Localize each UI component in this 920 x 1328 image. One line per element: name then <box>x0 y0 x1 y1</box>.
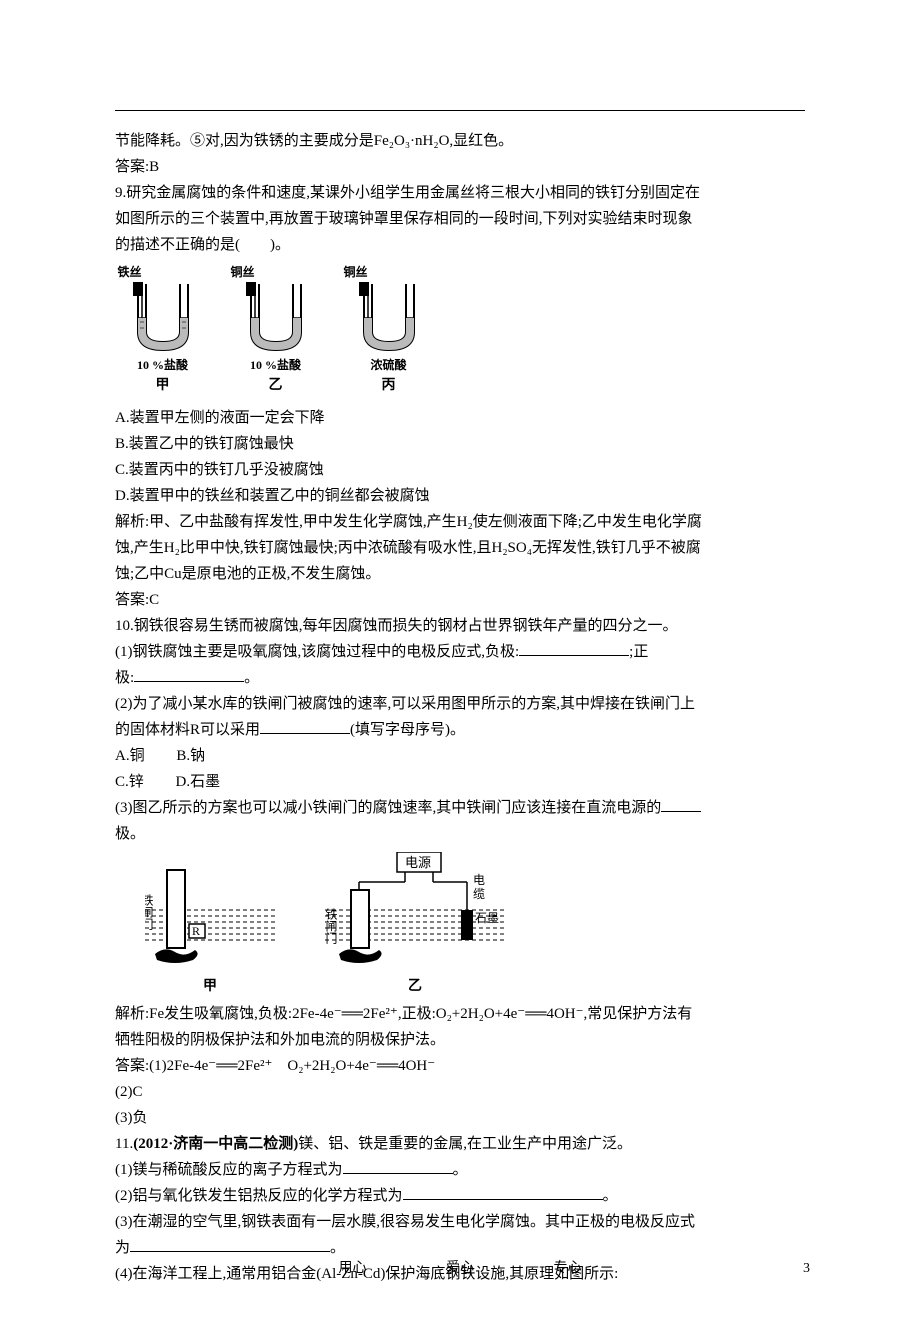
wire-label: 铁丝 <box>118 263 142 282</box>
u-tube-bing: 铜丝 浓硫酸 丙 <box>341 263 436 398</box>
text: (3)图乙所示的方案也可以减小铁闸门的腐蚀速率,其中铁闸门应该连接在直流电源的 <box>115 800 661 816</box>
text: 极: <box>115 670 134 686</box>
fill-blank <box>134 666 244 682</box>
liquid-label: 10 %盐酸 <box>137 356 188 375</box>
u-tube-svg <box>118 282 208 354</box>
fill-blank <box>260 718 350 734</box>
opt: D.石墨 <box>176 770 221 794</box>
opt: C.锌 <box>115 770 144 794</box>
text: 。 <box>330 1240 345 1256</box>
q9-explanation: 蚀;乙中Cu是原电池的正极,不发生腐蚀。 <box>115 562 805 586</box>
page: 节能降耗。⑤对,因为铁锈的主要成分是Fe₂O₃·nH₂O,显红色。 答案:B 9… <box>0 0 920 1328</box>
text: 。 <box>603 1188 618 1204</box>
opt: B.钠 <box>176 744 205 768</box>
q10-stem: 10.钢铁很容易生锈而被腐蚀,每年因腐蚀而损失的钢材占世界钢铁年产量的四分之一。 <box>115 614 805 638</box>
device-name: 甲 <box>156 375 170 397</box>
page-number: 3 <box>803 1258 810 1280</box>
text: (1)钢铁腐蚀主要是吸氧腐蚀,该腐蚀过程中的电极反应式,负极: <box>115 644 519 660</box>
q9-option: A.装置甲左侧的液面一定会下降 <box>115 406 805 430</box>
q10-part2b: 的固体材料R可以采用 (填写字母序号)。 <box>115 718 805 742</box>
footer-word: 用心 <box>339 1258 367 1280</box>
liquid-label: 浓硫酸 <box>370 356 406 375</box>
device-name: 丙 <box>382 375 396 397</box>
wire-label: 铜丝 <box>344 263 368 282</box>
text: (填写字母序号)。 <box>350 722 465 738</box>
q9-option: B.装置乙中的铁钉腐蚀最快 <box>115 432 805 456</box>
q11-part3b: 为。 <box>115 1236 805 1260</box>
text-line: 节能降耗。⑤对,因为铁锈的主要成分是Fe₂O₃·nH₂O,显红色。 <box>115 129 805 153</box>
q10-part2: (2)为了减小某水库的铁闸门被腐蚀的速率,可以采用图甲所示的方案,其中焊接在铁闸… <box>115 692 805 716</box>
q10-part1b: 极: 。 <box>115 666 805 690</box>
text: 。 <box>453 1162 468 1178</box>
text: 。 <box>244 670 259 686</box>
q10-options-row1: A.铜 B.钠 <box>115 744 805 768</box>
q10-answer: (2)C <box>115 1080 805 1104</box>
svg-text:铁闸门: 铁闸门 <box>145 893 154 929</box>
fill-blank <box>343 1158 453 1174</box>
answer-line: 答案:B <box>115 155 805 179</box>
svg-text:石墨: 石墨 <box>475 911 499 925</box>
q9-stem: 的描述不正确的是( )。 <box>115 233 805 257</box>
q10-options-row2: C.锌 D.石墨 <box>115 770 805 794</box>
svg-text:铁闸门: 铁闸门 <box>325 907 338 943</box>
q10-part1: (1)钢铁腐蚀主要是吸氧腐蚀,该腐蚀过程中的电极反应式,负极: ;正 <box>115 640 805 664</box>
bold-source: (2012·济南一中高二检测) <box>133 1136 298 1152</box>
fill-blank <box>661 796 701 812</box>
gate-name: 乙 <box>408 976 422 998</box>
text: ;正 <box>629 644 648 660</box>
q10-answer: (3)负 <box>115 1106 805 1130</box>
text: 为 <box>115 1240 130 1256</box>
u-tube-svg <box>344 282 434 354</box>
top-rule <box>115 110 805 111</box>
page-footer: 用心 爱心 专心 3 <box>0 1258 920 1280</box>
footer-word: 专心 <box>554 1258 582 1280</box>
r-label: R <box>192 924 200 938</box>
liquid-label: 10 %盐酸 <box>250 356 301 375</box>
svg-text:缆: 缆 <box>473 887 485 901</box>
q11-part1: (1)镁与稀硫酸反应的离子方程式为 。 <box>115 1158 805 1182</box>
q11-part3: (3)在潮湿的空气里,钢铁表面有一层水膜,很容易发生电化学腐蚀。其中正极的电极反… <box>115 1210 805 1234</box>
u-tube-diagram-row: 铁丝 10 %盐酸 甲 铜丝 <box>115 263 805 398</box>
q9-explanation: 解析:甲、乙中盐酸有挥发性,甲中发生化学腐蚀,产生H₂使左侧液面下降;乙中发生电… <box>115 510 805 534</box>
fill-blank <box>519 640 629 656</box>
u-tube-jia: 铁丝 10 %盐酸 甲 <box>115 263 210 398</box>
opt: A.铜 <box>115 744 145 768</box>
gate-diagram-row: R 铁闸门 甲 电源 电 缆 <box>145 852 805 998</box>
gate-svg: R 铁闸门 <box>145 862 275 972</box>
q10-explanation: 解析:Fe发生吸氧腐蚀,负极:2Fe-4e⁻══2Fe²⁺,正极:O₂+2H₂O… <box>115 1002 805 1026</box>
gate-name: 甲 <box>203 976 217 998</box>
text: 的固体材料R可以采用 <box>115 722 260 738</box>
answer-line: 答案:C <box>115 588 805 612</box>
device-name: 乙 <box>269 375 283 397</box>
svg-text:电源: 电源 <box>405 855 431 870</box>
svg-text:电: 电 <box>473 873 485 887</box>
u-tube-yi: 铜丝 10 %盐酸 乙 <box>228 263 323 398</box>
fill-blank <box>403 1184 603 1200</box>
gate-diagram-jia: R 铁闸门 甲 <box>145 862 275 998</box>
gate-svg: 电源 电 缆 <box>325 852 505 972</box>
wire-label: 铜丝 <box>231 263 255 282</box>
text: (2)铝与氧化铁发生铝热反应的化学方程式为 <box>115 1188 403 1204</box>
text: (1)镁与稀硫酸反应的离子方程式为 <box>115 1162 343 1178</box>
gate-diagram-yi: 电源 电 缆 <box>325 852 505 998</box>
q10-explanation: 牺牲阳极的阴极保护法和外加电流的阴极保护法。 <box>115 1028 805 1052</box>
q9-explanation: 蚀,产生H₂比甲中快,铁钉腐蚀最快;丙中浓硫酸有吸水性,且H₂SO₄无挥发性,铁… <box>115 536 805 560</box>
q11-part2: (2)铝与氧化铁发生铝热反应的化学方程式为 。 <box>115 1184 805 1208</box>
fill-blank <box>130 1236 330 1252</box>
q10-part3b: 极。 <box>115 822 805 846</box>
q9-stem: 9.研究金属腐蚀的条件和速度,某课外小组学生用金属丝将三根大小相同的铁钉分别固定… <box>115 181 805 205</box>
q9-option: C.装置丙中的铁钉几乎没被腐蚀 <box>115 458 805 482</box>
q11-stem: 11.(2012·济南一中高二检测)镁、铝、铁是重要的金属,在工业生产中用途广泛… <box>115 1132 805 1156</box>
q10-part3: (3)图乙所示的方案也可以减小铁闸门的腐蚀速率,其中铁闸门应该连接在直流电源的 <box>115 796 805 820</box>
q9-stem: 如图所示的三个装置中,再放置于玻璃钟罩里保存相同的一段时间,下列对实验结束时现象 <box>115 207 805 231</box>
q10-answer: 答案:(1)2Fe-4e⁻══2Fe²⁺ O₂+2H₂O+4e⁻══4OH⁻ <box>115 1054 805 1078</box>
q9-option: D.装置甲中的铁丝和装置乙中的铜丝都会被腐蚀 <box>115 484 805 508</box>
u-tube-svg <box>231 282 321 354</box>
footer-word: 爱心 <box>446 1258 474 1280</box>
